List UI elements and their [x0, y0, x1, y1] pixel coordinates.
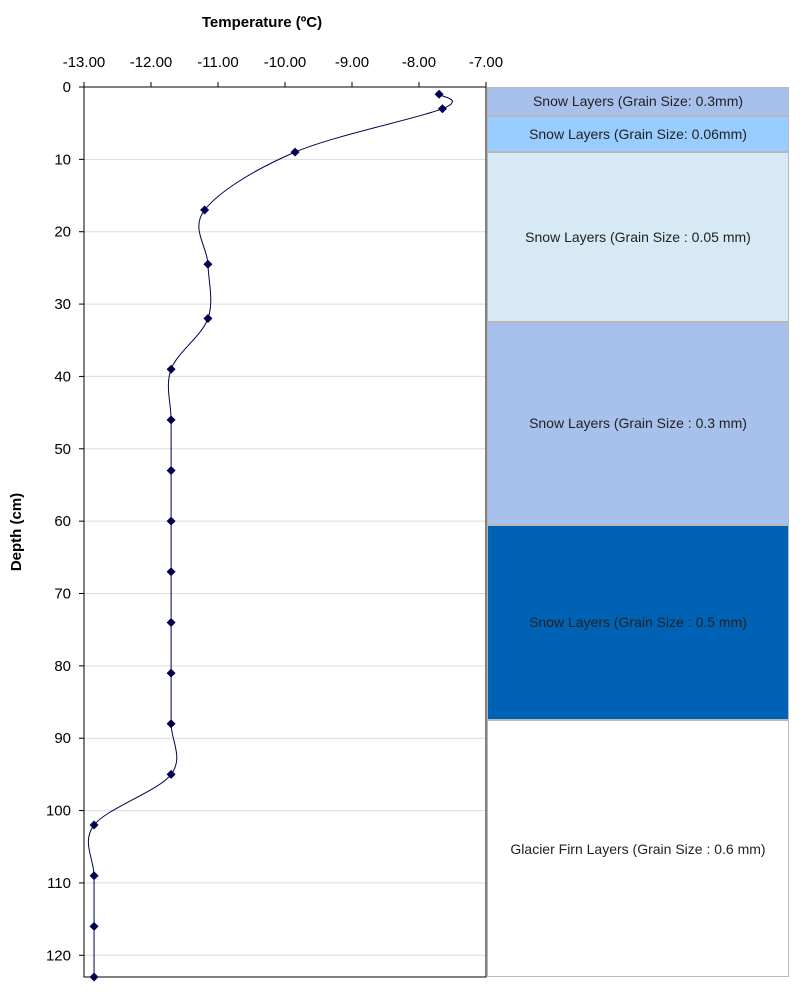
layer-box: Glacier Firn Layers (Grain Size : 0.6 mm…	[487, 720, 789, 977]
gridlines	[84, 158, 486, 956]
layer-label: Snow Layers (Grain Size : 0.5 mm)	[529, 614, 747, 631]
layer-label: Snow Layers (Grain Size: 0.06mm)	[529, 126, 747, 143]
x-tick-label: -10.00	[264, 54, 307, 71]
data-point	[166, 668, 176, 678]
y-tick-label: 20	[54, 224, 71, 241]
y-tick-label: 90	[54, 730, 71, 747]
layer-box: Snow Layers (Grain Size : 0.05 mm)	[487, 152, 789, 323]
x-axis-title: Temperature (ºC)	[202, 14, 322, 31]
data-point	[203, 259, 213, 269]
layer-label: Glacier Firn Layers (Grain Size : 0.6 mm…	[510, 840, 766, 857]
y-axis-title: Depth (cm)	[8, 493, 25, 571]
y-tick-label: 80	[54, 658, 71, 675]
layer-box: Snow Layers (Grain Size : 0.5 mm)	[487, 524, 789, 721]
x-tick-label: -7.00	[469, 54, 503, 71]
data-point	[89, 820, 99, 830]
x-tick-label: -9.00	[335, 54, 369, 71]
layer-box: Snow Layers (Grain Size: 0.06mm)	[487, 115, 789, 153]
x-tick-label: -11.00	[197, 54, 238, 71]
y-tick-label: 110	[47, 875, 71, 892]
x-tick-label: -13.00	[63, 54, 106, 71]
x-tick-label: -12.00	[130, 54, 173, 71]
y-tick-label: 70	[54, 586, 71, 603]
y-tick-label: 100	[46, 803, 71, 820]
layer-label: Snow Layers (Grain Size : 0.05 mm)	[525, 229, 751, 246]
data-point	[166, 567, 176, 577]
x-tick-label: -8.00	[402, 54, 436, 71]
data-point	[203, 314, 213, 324]
x-axis: -13.00 -12.00 -11.00 -10.00 -9.00 -8.00 -7.00	[63, 54, 503, 87]
data-point	[434, 89, 444, 99]
layer-label: Snow Layers (Grain Size : 0.3 mm)	[529, 415, 747, 432]
data-point	[166, 465, 176, 475]
y-tick-label: 120	[46, 947, 71, 964]
y-tick-label: 50	[54, 441, 71, 458]
layer-box: Snow Layers (Grain Size : 0.3 mm)	[487, 322, 789, 525]
y-tick-label: 40	[54, 368, 71, 385]
data-point	[166, 617, 176, 627]
data-point	[166, 364, 176, 374]
y-tick-label: 30	[54, 296, 71, 313]
y-tick-label: 0	[63, 79, 71, 96]
data-point	[437, 104, 447, 114]
data-point	[166, 415, 176, 425]
plot-area	[83, 86, 487, 978]
data-markers	[89, 89, 447, 982]
data-point	[89, 921, 99, 931]
layer-box: Snow Layers (Grain Size: 0.3mm)	[487, 87, 789, 116]
data-point	[166, 769, 176, 779]
data-point	[166, 516, 176, 526]
temperature-profile-line	[87, 93, 453, 977]
data-point	[89, 871, 99, 881]
data-point	[89, 972, 99, 982]
data-point	[290, 147, 300, 157]
layer-label: Snow Layers (Grain Size: 0.3mm)	[532, 93, 744, 110]
y-tick-label: 10	[54, 151, 71, 168]
y-tick-label: 60	[54, 513, 71, 530]
y-axis: 0 10 20 30 40 50 60 70 80 90 100 110 120	[46, 79, 84, 964]
data-point	[200, 205, 210, 215]
data-point	[166, 719, 176, 729]
